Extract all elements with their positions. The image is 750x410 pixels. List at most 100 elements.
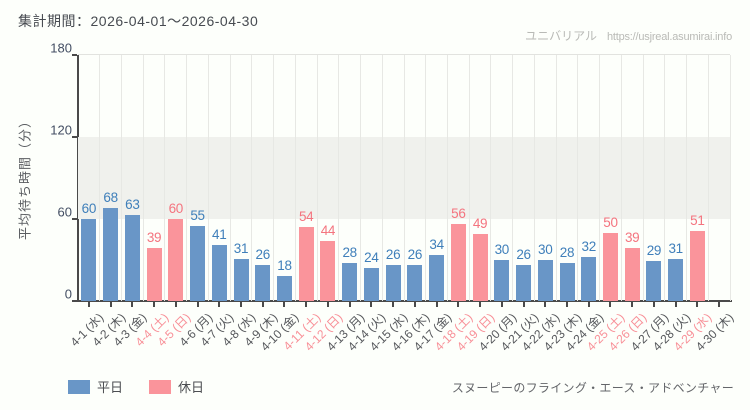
x-axis-tick (305, 302, 308, 307)
vertical-gridline (360, 55, 362, 301)
vertical-gridline (599, 55, 601, 301)
wait-time-bar[interactable] (255, 265, 271, 301)
bar-value-label: 49 (472, 216, 488, 232)
wait-time-bar[interactable] (103, 208, 119, 301)
x-axis-tick (674, 302, 677, 307)
legend-label-holiday: 休日 (178, 380, 205, 395)
vertical-gridline (316, 55, 318, 301)
bar-value-label: 32 (581, 239, 597, 255)
wait-time-bar[interactable] (276, 276, 292, 301)
y-axis-tick-label: 180 (50, 40, 72, 56)
bar-value-label: 29 (646, 243, 662, 259)
vertical-gridline (446, 55, 448, 301)
vertical-gridline (620, 55, 622, 301)
wait-time-bar[interactable] (646, 261, 662, 301)
x-axis-tick (522, 302, 525, 307)
wait-time-bar[interactable] (320, 240, 336, 301)
vertical-gridline (229, 55, 231, 301)
wait-time-bar[interactable] (472, 234, 488, 301)
attraction-name: スヌーピーのフライング・エース・アドベンチャー (451, 381, 734, 395)
wait-time-bar[interactable] (168, 219, 184, 301)
bar-value-label: 30 (538, 242, 553, 257)
y-axis-tick (72, 218, 77, 220)
bar-value-label: 68 (103, 190, 118, 206)
wait-time-bar[interactable] (211, 244, 227, 301)
wait-time-bar[interactable] (516, 265, 532, 301)
wait-time-bar[interactable] (363, 268, 379, 301)
x-axis-tick (479, 302, 482, 307)
x-axis-tick (196, 302, 199, 307)
wait-time-bar[interactable] (81, 219, 97, 301)
bar-value-label: 26 (385, 247, 401, 263)
wait-time-bar[interactable] (385, 265, 401, 301)
vertical-gridline (381, 55, 383, 301)
wait-time-bar[interactable] (190, 225, 206, 301)
vertical-gridline (555, 55, 557, 301)
y-axis-tick (72, 54, 77, 56)
vertical-gridline (164, 55, 166, 301)
bar-value-label: 24 (364, 250, 379, 266)
vertical-gridline (294, 55, 296, 301)
wait-time-bar[interactable] (559, 262, 575, 301)
wait-time-bar[interactable] (298, 227, 314, 301)
bar-value-label: 31 (668, 240, 683, 256)
vertical-gridline (729, 55, 731, 301)
wait-time-bar[interactable] (624, 247, 640, 301)
vertical-gridline (664, 55, 666, 301)
x-axis-tick (696, 302, 699, 307)
bar-value-label: 63 (125, 196, 140, 212)
x-axis-tick (435, 302, 438, 307)
x-axis-tick (392, 302, 395, 307)
x-axis-tick (109, 302, 112, 307)
bar-value-label: 56 (451, 206, 466, 222)
wait-time-bar[interactable] (537, 260, 553, 301)
wait-time-bar[interactable] (602, 232, 618, 301)
vertical-gridline (403, 55, 405, 301)
vertical-gridline (686, 55, 688, 301)
weekday-color-swatch (68, 379, 90, 394)
vertical-gridline (512, 55, 514, 301)
legend-label-weekday: 平日 (97, 380, 124, 395)
bar-value-label: 54 (298, 209, 314, 225)
x-axis-tick (718, 302, 721, 307)
bar-value-label: 55 (190, 207, 205, 223)
wait-time-bar[interactable] (450, 224, 466, 301)
bar-value-label: 60 (168, 201, 184, 216)
y-axis-tick (72, 136, 77, 138)
bar-value-label: 18 (277, 258, 292, 274)
bar-value-label: 41 (212, 226, 227, 242)
x-axis-tick (457, 302, 460, 307)
x-axis-tick (240, 302, 242, 307)
x-axis-tick (587, 302, 590, 307)
legend-item-holiday[interactable]: 休日 (149, 377, 204, 396)
vertical-gridline (577, 55, 579, 301)
wait-time-bar[interactable] (124, 214, 140, 301)
x-axis-tick (174, 302, 177, 307)
wait-time-bar[interactable] (407, 265, 423, 301)
wait-time-bar[interactable] (429, 254, 445, 301)
wait-time-bar[interactable] (233, 258, 249, 301)
watermark: ユニバリアル https://usjreal.asumirai.info (525, 27, 732, 44)
bar-value-label: 28 (342, 244, 357, 260)
wait-time-bar[interactable] (494, 260, 510, 301)
x-axis-tick (153, 302, 156, 307)
wait-time-bar[interactable] (689, 231, 705, 301)
x-axis-tick (544, 302, 547, 307)
vertical-gridline (468, 55, 470, 301)
watermark-site-url[interactable]: https://usjreal.asumirai.info (606, 31, 732, 43)
y-axis-title: 平均待ち時間（分） (17, 113, 33, 241)
bar-value-label: 60 (81, 201, 97, 216)
vertical-gridline (273, 55, 275, 301)
x-axis-tick (500, 302, 503, 307)
wait-time-bar[interactable] (668, 258, 684, 301)
vertical-gridline (533, 55, 535, 301)
vertical-gridline (490, 55, 492, 301)
x-axis-tick (348, 302, 351, 307)
bar-value-label: 39 (146, 229, 162, 245)
wait-time-bar[interactable] (342, 262, 358, 301)
wait-time-bar[interactable] (146, 247, 162, 301)
wait-time-bar[interactable] (581, 257, 597, 301)
legend-item-weekday[interactable]: 平日 (68, 377, 123, 396)
x-axis-tick (131, 302, 134, 307)
